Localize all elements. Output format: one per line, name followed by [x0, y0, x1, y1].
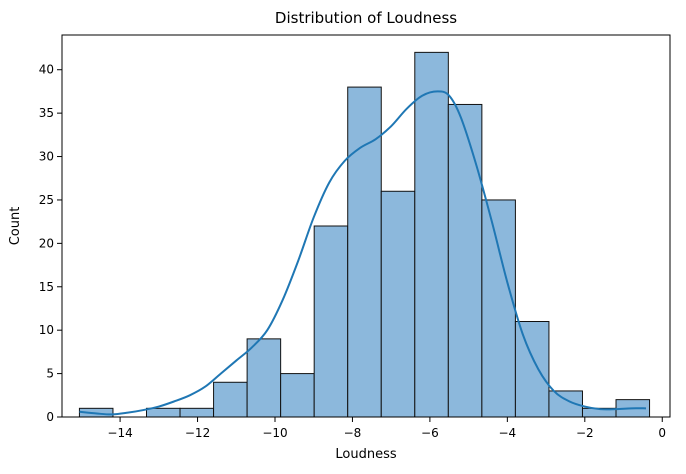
y-tick-label: 35	[39, 106, 54, 120]
histogram-bar	[313, 225, 349, 418]
y-tick-label: 15	[39, 280, 54, 294]
histogram-bar	[380, 190, 416, 418]
x-tick-label: −10	[262, 426, 287, 440]
x-tick-label: −14	[107, 426, 132, 440]
y-tick-label: 20	[39, 236, 54, 250]
x-tick-label: −2	[576, 426, 594, 440]
chart-title: Distribution of Loudness	[275, 9, 457, 27]
x-tick-label: −12	[185, 426, 210, 440]
y-tick-label: 40	[39, 63, 54, 77]
histogram-bar	[447, 103, 483, 418]
y-tick-label: 25	[39, 193, 54, 207]
histogram-bar	[146, 407, 181, 418]
x-tick-label: −6	[421, 426, 439, 440]
y-axis-ticks: 0 5 10 15 20 25 30 35 40	[39, 63, 62, 424]
histogram-bar	[414, 51, 449, 418]
kde-curve	[79, 90, 646, 416]
histogram-bar	[514, 321, 550, 418]
histogram-bar	[280, 373, 315, 418]
x-tick-label: 0	[658, 426, 666, 440]
y-tick-label: 30	[39, 150, 54, 164]
plot-frame	[61, 34, 671, 418]
x-tick-label: −8	[344, 426, 362, 440]
histogram-bar	[179, 407, 215, 418]
y-tick-label: 10	[39, 323, 54, 337]
y-tick-label: 5	[46, 367, 54, 381]
x-axis-ticks: −14 −12 −10 −8 −6 −4 −2 0	[107, 417, 666, 440]
x-axis-label: Loudness	[335, 447, 396, 462]
histogram-bar	[347, 86, 382, 418]
y-axis-label: Count	[8, 207, 23, 246]
histogram-bar	[481, 199, 516, 418]
y-tick-label: 0	[46, 410, 54, 424]
x-tick-label: −4	[498, 426, 516, 440]
bars-layer	[78, 51, 651, 418]
histogram-bar	[213, 381, 248, 418]
histogram-bar	[246, 338, 282, 418]
